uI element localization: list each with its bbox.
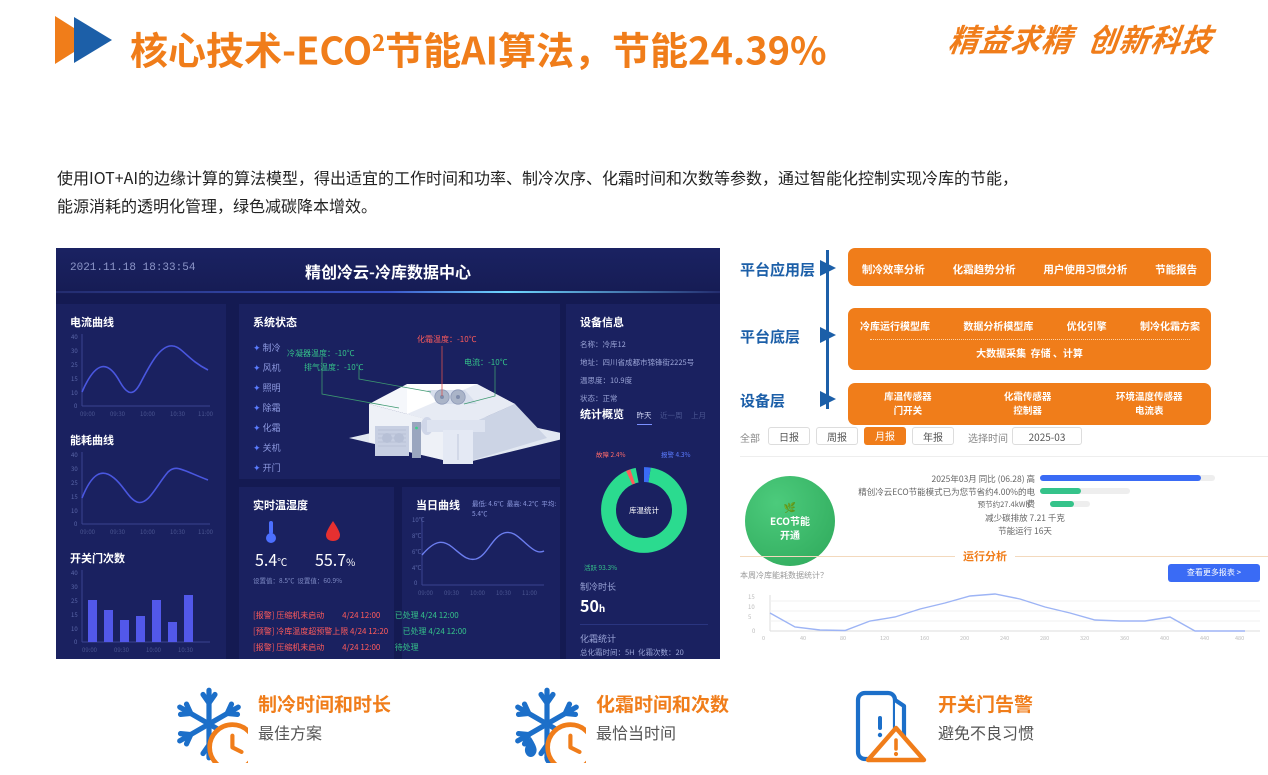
- svg-text:库温统计: 库温统计: [629, 505, 659, 516]
- svg-text:480: 480: [1235, 634, 1244, 642]
- svg-text:40: 40: [71, 568, 78, 577]
- svg-text:15: 15: [71, 610, 78, 619]
- svg-text:11:00: 11:00: [198, 409, 214, 418]
- svg-text:09:00: 09:00: [80, 527, 96, 536]
- svg-text:09:30: 09:30: [114, 645, 130, 654]
- svg-text:240: 240: [1000, 634, 1009, 642]
- svg-text:10: 10: [71, 388, 78, 397]
- svg-text:10:30: 10:30: [170, 527, 186, 536]
- svg-text:30: 30: [71, 582, 78, 591]
- svg-text:10:30: 10:30: [496, 588, 512, 597]
- svg-text:0: 0: [762, 634, 765, 642]
- svg-text:40: 40: [71, 450, 78, 459]
- svg-text:8℃: 8℃: [412, 531, 421, 540]
- svg-text:320: 320: [1080, 634, 1089, 642]
- svg-text:10:00: 10:00: [470, 588, 486, 597]
- svg-text:09:30: 09:30: [110, 527, 126, 536]
- svg-text:10:00: 10:00: [146, 645, 162, 654]
- svg-text:6℃: 6℃: [412, 547, 421, 556]
- svg-text:30: 30: [71, 464, 78, 473]
- svg-text:440: 440: [1200, 634, 1209, 642]
- svg-text:40: 40: [71, 332, 78, 341]
- svg-text:11:00: 11:00: [198, 527, 214, 536]
- svg-text:09:00: 09:00: [82, 645, 98, 654]
- svg-text:0: 0: [74, 401, 78, 410]
- svg-text:25: 25: [71, 478, 78, 487]
- svg-text:09:30: 09:30: [444, 588, 460, 597]
- svg-text:280: 280: [1040, 634, 1049, 642]
- svg-text:25: 25: [71, 596, 78, 605]
- svg-text:11:00: 11:00: [522, 588, 538, 597]
- svg-text:0: 0: [752, 626, 756, 635]
- svg-text:10:30: 10:30: [170, 409, 186, 418]
- svg-text:0: 0: [414, 578, 418, 587]
- svg-text:0: 0: [74, 519, 78, 528]
- svg-text:4℃: 4℃: [412, 563, 421, 572]
- svg-text:15: 15: [748, 593, 755, 601]
- svg-text:10:30: 10:30: [178, 645, 194, 654]
- svg-text:10℃: 10℃: [412, 515, 425, 524]
- svg-text:10: 10: [71, 506, 78, 515]
- svg-text:120: 120: [880, 634, 889, 642]
- svg-text:80: 80: [840, 634, 846, 642]
- svg-text:10: 10: [748, 602, 755, 611]
- svg-text:40: 40: [800, 634, 806, 642]
- svg-text:5: 5: [748, 612, 751, 621]
- svg-text:0: 0: [74, 637, 78, 646]
- svg-text:09:00: 09:00: [418, 588, 434, 597]
- svg-text:15: 15: [71, 374, 78, 383]
- svg-text:200: 200: [960, 634, 969, 642]
- svg-text:10: 10: [71, 624, 78, 633]
- svg-text:10:00: 10:00: [140, 409, 156, 418]
- svg-text:30: 30: [71, 346, 78, 355]
- svg-text:400: 400: [1160, 634, 1169, 642]
- svg-text:15: 15: [71, 492, 78, 501]
- svg-text:360: 360: [1120, 634, 1129, 642]
- svg-text:160: 160: [920, 634, 929, 642]
- svg-text:10:00: 10:00: [140, 527, 156, 536]
- svg-text:09:30: 09:30: [110, 409, 126, 418]
- svg-text:09:00: 09:00: [80, 409, 96, 418]
- svg-text:25: 25: [71, 360, 78, 369]
